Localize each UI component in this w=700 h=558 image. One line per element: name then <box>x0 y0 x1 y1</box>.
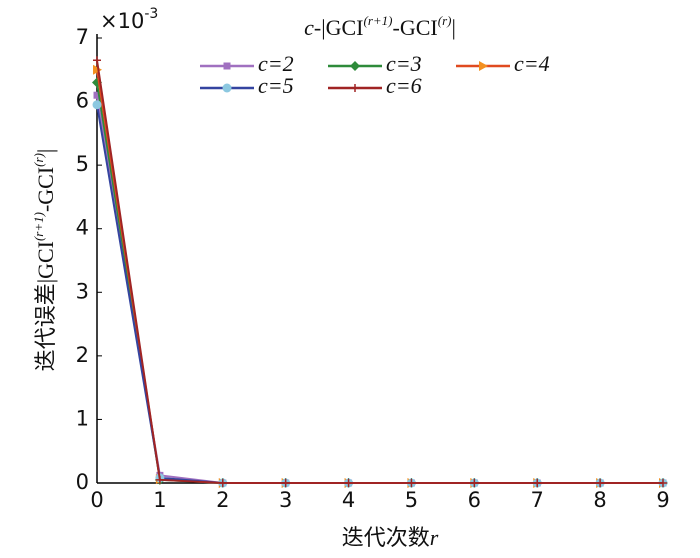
legend-item: c=2 <box>200 51 294 76</box>
x-tick-label: 0 <box>90 488 103 512</box>
x-axis-label: 迭代次数r <box>342 525 439 550</box>
text-run: r <box>430 525 439 550</box>
text-run: 迭代次数 <box>342 525 430 550</box>
series-line <box>96 104 663 484</box>
legend-label: c=6 <box>386 73 422 98</box>
text-run: -|GCI <box>314 15 364 40</box>
text-run: (r+1) <box>364 13 393 28</box>
marker <box>223 62 231 70</box>
text-run: -3 <box>144 6 158 22</box>
text-run: | <box>451 15 455 40</box>
series-line <box>96 95 663 484</box>
y-multiplier: ×10-3 <box>100 6 158 33</box>
text-run: (r) <box>438 13 452 28</box>
x-tick-label: 8 <box>593 488 606 512</box>
y-axis-label: 迭代误差|GCI(r+1)-GCI(r)| <box>31 149 58 372</box>
text-run: c <box>304 15 314 40</box>
marker <box>350 61 360 71</box>
y-tick-label: 1 <box>76 406 89 430</box>
y-tick-label: 7 <box>76 25 89 49</box>
text-run: (r) <box>31 153 46 167</box>
x-tick-label: 2 <box>216 488 229 512</box>
marker <box>281 479 290 487</box>
text-run: | <box>33 149 58 153</box>
text-run: 迭代误差|GCI <box>33 241 58 371</box>
x-tick-label: 6 <box>468 488 481 512</box>
legend-label: c=3 <box>386 51 422 76</box>
x-tick-label: 9 <box>656 488 669 512</box>
marker <box>407 479 416 487</box>
text-run: ×10 <box>100 9 144 33</box>
y-tick-label: 4 <box>76 216 89 240</box>
y-tick-label: 0 <box>76 470 89 494</box>
legend-item: c=6 <box>328 73 422 98</box>
marker <box>344 479 353 487</box>
text-run: (r+1) <box>31 212 46 241</box>
y-tick-label: 5 <box>76 152 89 176</box>
x-tick-label: 5 <box>405 488 418 512</box>
marker <box>659 479 667 487</box>
y-tick-label: 2 <box>76 343 89 367</box>
legend-label: c=5 <box>258 73 294 98</box>
chart-title: c-|GCI(r+1)-GCI(r)| <box>304 13 456 40</box>
marker <box>93 91 101 99</box>
y-tick-label: 6 <box>76 89 89 113</box>
marker <box>222 83 232 93</box>
series-line <box>96 69 663 484</box>
marker <box>596 479 605 487</box>
legend-item: c=5 <box>200 73 294 98</box>
legend-label: c=2 <box>258 51 294 76</box>
marker <box>155 475 164 484</box>
series-line <box>96 82 663 484</box>
x-tick-label: 3 <box>279 488 292 512</box>
x-tick-label: 1 <box>153 488 166 512</box>
marker <box>218 479 227 487</box>
legend-item: c=4 <box>456 51 550 76</box>
marker <box>470 479 479 487</box>
marker <box>92 100 102 110</box>
legend-item: c=3 <box>328 51 422 76</box>
marker <box>533 479 542 487</box>
x-tick-label: 7 <box>531 488 544 512</box>
legend-label: c=4 <box>514 51 550 76</box>
x-tick-label: 4 <box>342 488 355 512</box>
y-tick-label: 3 <box>76 279 89 303</box>
series-line <box>96 60 663 484</box>
marker <box>479 61 488 71</box>
text-run: -GCI <box>33 167 58 212</box>
text-run: -GCI <box>393 15 438 40</box>
marker <box>93 56 101 65</box>
marker <box>351 84 359 92</box>
